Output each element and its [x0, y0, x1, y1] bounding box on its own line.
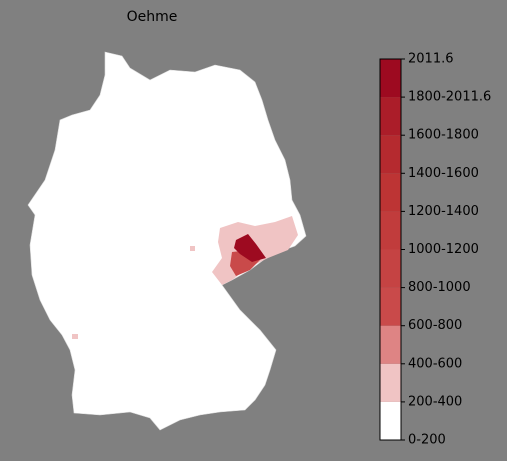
- colorbar-label: 400-600: [408, 356, 462, 371]
- colorbar-segment: [380, 325, 401, 364]
- colorbar-segment: [380, 135, 401, 174]
- colorbar-segment: [380, 249, 401, 288]
- colorbar-label: 600-800: [408, 318, 462, 333]
- colorbar-label: 1000-1200: [408, 242, 479, 257]
- region-small: [190, 246, 195, 251]
- colorbar-segment: [380, 59, 401, 98]
- colorbar-segment: [380, 363, 401, 402]
- colorbar-segment: [380, 97, 401, 136]
- colorbar-segment: [380, 401, 401, 440]
- colorbar-label: 1200-1400: [408, 204, 479, 219]
- colorbar-label: 1400-1600: [408, 166, 479, 181]
- colorbar-label: 0-200: [408, 433, 446, 448]
- colorbar-label: 200-400: [408, 394, 462, 409]
- map-title: Oehme: [127, 9, 178, 25]
- country-outline: [27, 51, 307, 431]
- colorbar-label: 2011.6: [408, 52, 454, 67]
- colorbar-segment: [380, 287, 401, 326]
- colorbar-segment: [380, 211, 401, 250]
- region-small: [72, 334, 78, 339]
- colorbar-label: 1800-2011.6: [408, 90, 491, 105]
- colorbar: 0-200 200-400 400-600 600-800 800-1000 1000-1…: [379, 52, 491, 448]
- region-dark: [234, 234, 266, 262]
- germany-map: [27, 51, 307, 431]
- colorbar-label: 1600-1800: [408, 128, 479, 143]
- colorbar-label: 800-1000: [408, 280, 471, 295]
- colorbar-segment: [380, 173, 401, 212]
